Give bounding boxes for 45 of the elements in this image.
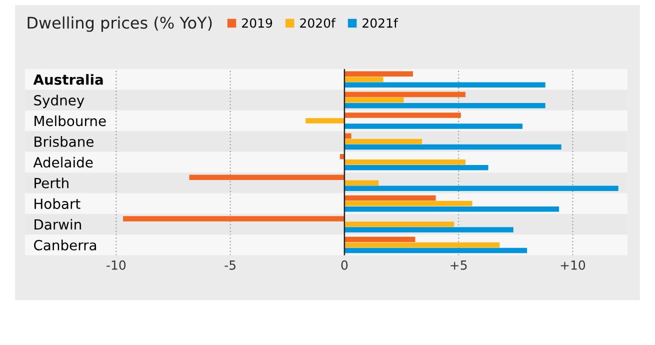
bar xyxy=(344,222,454,227)
legend-label: 2019 xyxy=(242,18,272,28)
bar xyxy=(344,180,379,186)
legend-label: 2020f xyxy=(300,18,336,28)
bar xyxy=(344,248,528,254)
y-tick-label: Sydney xyxy=(34,94,84,108)
y-tick-label: Darwin xyxy=(34,218,81,230)
x-tick-label: +5 xyxy=(450,260,467,270)
bar xyxy=(344,236,416,242)
bar xyxy=(344,144,562,150)
y-tick-label: Brisbane xyxy=(34,136,94,147)
y-tick-label: Australia xyxy=(33,74,103,85)
bar xyxy=(344,138,422,144)
x-tick-label: -5 xyxy=(224,260,236,270)
bar xyxy=(344,242,500,248)
bar xyxy=(344,124,522,129)
y-tick-label: Hobart xyxy=(34,198,80,210)
bar xyxy=(344,76,384,82)
bar xyxy=(344,195,436,201)
bar xyxy=(123,216,344,222)
x-tick-label: +10 xyxy=(560,260,586,270)
bar xyxy=(344,200,472,206)
bar xyxy=(344,206,560,212)
bar xyxy=(306,118,344,124)
legend-label: 2021f xyxy=(362,18,398,28)
x-tick-label: 0 xyxy=(341,260,348,270)
bar xyxy=(344,227,514,232)
y-tick-label: Perth xyxy=(34,178,68,188)
bar xyxy=(340,154,344,160)
x-tick-label: -10 xyxy=(106,260,126,270)
bar xyxy=(344,112,461,118)
bar xyxy=(344,165,488,170)
y-tick-label: Canberra xyxy=(34,240,96,250)
bar xyxy=(344,133,352,139)
y-tick-label: Melbourne xyxy=(34,115,106,126)
bar xyxy=(344,160,466,165)
bar xyxy=(344,82,546,88)
bar xyxy=(344,71,413,76)
chart-title: Dwelling prices (% YoY) xyxy=(28,16,212,32)
bar xyxy=(344,97,404,103)
bar xyxy=(344,92,466,98)
bar xyxy=(189,174,344,180)
y-tick-label: Adelaide xyxy=(33,156,93,168)
bar xyxy=(344,186,618,191)
bar xyxy=(344,102,546,108)
